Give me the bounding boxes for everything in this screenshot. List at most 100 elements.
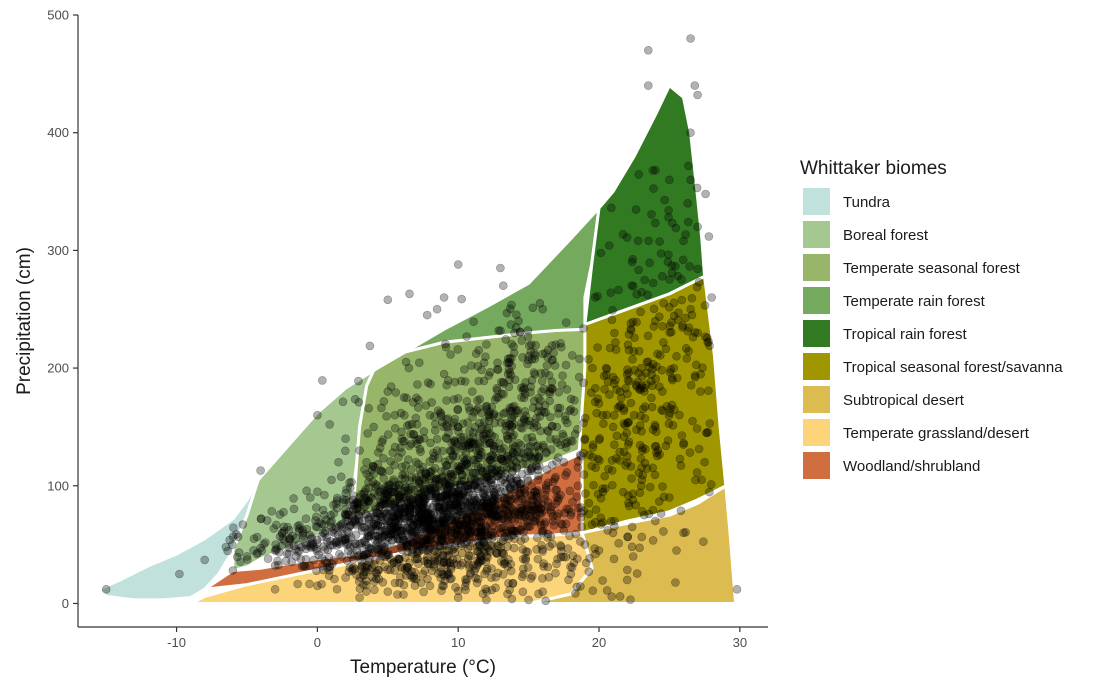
- y-tick-label: 100: [47, 478, 69, 493]
- data-point: [487, 510, 497, 520]
- data-point: [507, 361, 517, 371]
- data-point: [299, 561, 309, 571]
- data-point: [485, 518, 495, 528]
- data-point: [491, 511, 501, 521]
- data-point: [298, 534, 308, 544]
- data-point: [510, 494, 520, 504]
- data-point: [400, 410, 409, 420]
- data-point: [533, 453, 543, 463]
- data-point: [312, 535, 322, 545]
- data-point: [275, 532, 285, 541]
- data-point: [688, 332, 698, 342]
- data-point: [355, 593, 364, 602]
- data-point: [623, 532, 633, 542]
- data-point: [407, 573, 417, 583]
- data-point: [464, 563, 474, 572]
- data-point: [450, 436, 460, 446]
- data-point: [505, 428, 515, 437]
- data-point: [690, 371, 700, 380]
- data-point: [515, 327, 525, 337]
- data-point: [380, 525, 390, 535]
- data-point: [502, 493, 512, 503]
- data-point: [460, 476, 469, 486]
- data-point: [397, 531, 407, 541]
- data-point: [406, 518, 416, 528]
- data-point: [362, 469, 372, 479]
- data-point: [558, 429, 567, 439]
- data-point: [619, 419, 629, 428]
- data-point: [332, 536, 342, 546]
- data-point: [425, 457, 435, 466]
- data-point: [526, 347, 536, 357]
- data-point: [461, 449, 471, 458]
- data-point: [588, 586, 598, 596]
- data-point: [468, 439, 478, 449]
- data-point: [643, 331, 653, 341]
- data-point: [359, 571, 369, 580]
- data-point: [588, 452, 598, 462]
- data-point: [684, 161, 693, 171]
- data-point: [351, 515, 360, 525]
- data-point: [480, 541, 490, 551]
- data-point: [602, 364, 612, 374]
- data-point: [474, 429, 484, 439]
- data-point: [483, 509, 492, 519]
- data-point: [416, 469, 426, 479]
- data-point: [414, 502, 424, 512]
- data-point: [327, 516, 336, 526]
- data-point: [484, 502, 494, 511]
- data-point: [365, 557, 374, 567]
- data-point: [632, 289, 642, 299]
- data-point: [374, 534, 383, 544]
- data-point: [419, 486, 429, 496]
- data-point: [424, 524, 434, 534]
- data-point: [430, 419, 440, 429]
- data-point: [399, 590, 408, 599]
- data-point: [371, 504, 381, 514]
- data-point: [394, 555, 404, 564]
- data-point: [482, 522, 491, 532]
- data-point: [632, 569, 642, 578]
- data-point: [519, 505, 529, 515]
- data-point: [317, 532, 327, 541]
- data-point: [519, 507, 529, 517]
- data-point: [481, 352, 490, 362]
- data-point: [549, 520, 559, 530]
- data-point: [465, 426, 474, 436]
- data-point: [451, 524, 460, 533]
- data-point: [503, 516, 513, 525]
- data-point: [305, 541, 315, 551]
- data-point: [421, 503, 431, 513]
- data-point: [534, 453, 544, 463]
- data-point: [442, 380, 452, 390]
- data-point: [480, 538, 489, 547]
- data-point: [683, 326, 693, 336]
- data-point: [527, 506, 537, 515]
- data-point: [359, 551, 368, 561]
- data-point: [419, 427, 429, 436]
- data-point: [444, 550, 454, 560]
- data-point: [393, 534, 402, 544]
- data-point: [476, 517, 485, 527]
- data-point: [516, 479, 526, 488]
- data-point: [462, 515, 472, 524]
- data-point: [635, 543, 644, 553]
- data-point: [417, 501, 427, 511]
- data-point: [534, 589, 543, 599]
- data-point: [479, 503, 488, 512]
- data-point: [405, 493, 415, 503]
- data-point: [461, 481, 470, 491]
- data-point: [440, 518, 449, 527]
- data-point: [464, 439, 473, 448]
- data-point: [516, 423, 526, 432]
- legend-label: Subtropical desert: [843, 392, 965, 409]
- data-point: [454, 492, 464, 502]
- data-point: [507, 526, 517, 536]
- data-point: [532, 421, 542, 431]
- data-point: [546, 434, 555, 444]
- data-point: [510, 509, 520, 519]
- data-point: [454, 486, 463, 496]
- data-point: [390, 410, 400, 420]
- data-point: [504, 501, 514, 511]
- data-point: [677, 295, 687, 305]
